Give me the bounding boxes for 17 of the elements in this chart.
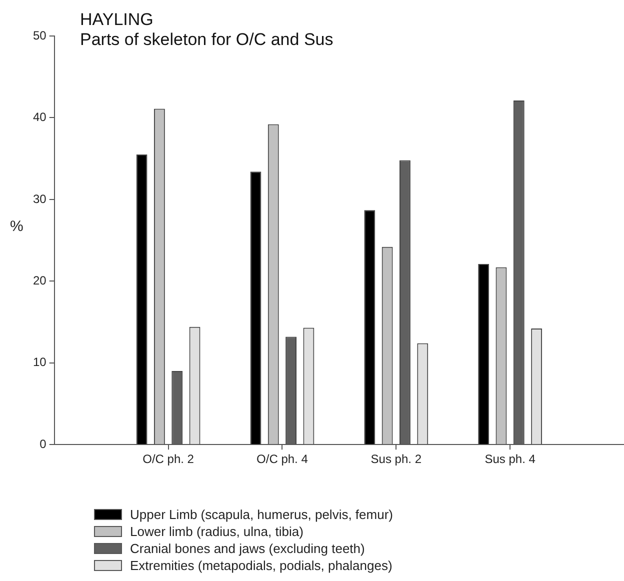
- x-tick-label: Sus ph. 2: [370, 452, 422, 466]
- x-tick-label: Sus ph. 4: [484, 452, 536, 466]
- y-tick-label: 0: [40, 436, 47, 451]
- x-tick-label: O/C ph. 2: [142, 452, 194, 466]
- y-axis-title: %: [10, 218, 24, 235]
- y-tick-label: 10: [32, 355, 47, 370]
- legend-label: Cranial bones and jaws (excluding teeth): [130, 541, 365, 556]
- chart-subtitle: Parts of skeleton for O/C and Sus: [80, 30, 334, 50]
- legend-label: Lower limb (radius, ulna, tibia): [130, 524, 304, 539]
- legend-label: Extremities (metapodials, podials, phalanges): [130, 558, 392, 573]
- x-tick-label: O/C ph. 4: [256, 452, 308, 466]
- chart-title: HAYLING: [80, 10, 154, 30]
- y-tick-label: 40: [32, 110, 47, 124]
- legend-label: Upper Limb (scapula, humerus, pelvis, femur): [130, 507, 393, 522]
- y-tick-label: 50: [32, 28, 47, 42]
- y-tick-label: 30: [32, 192, 47, 206]
- y-tick-label: 20: [32, 273, 47, 288]
